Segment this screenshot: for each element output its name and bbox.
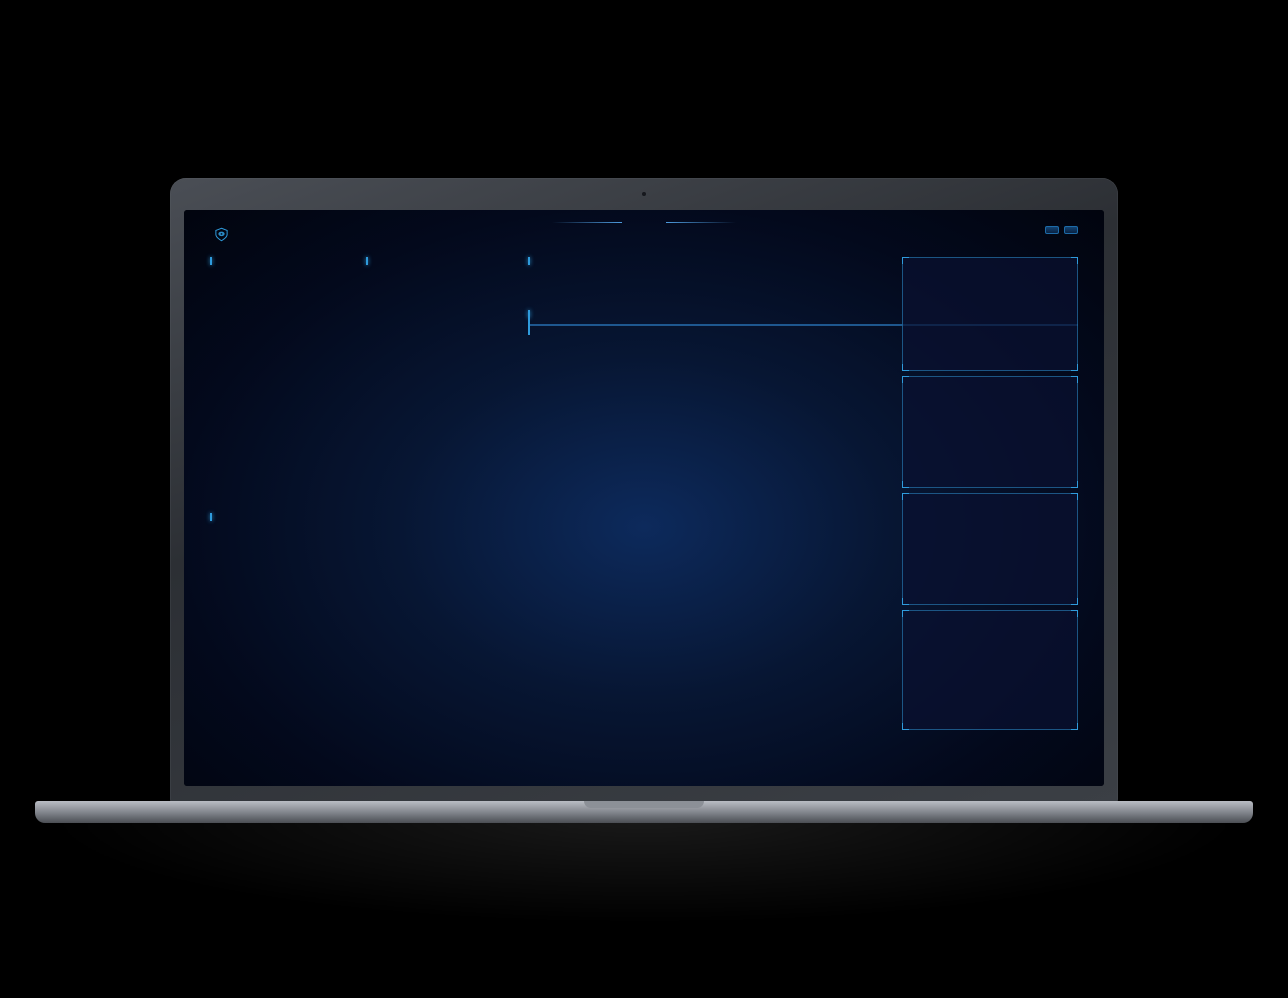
- asset-trend-title-row: [210, 513, 1078, 521]
- target-port-panel: [366, 257, 518, 507]
- log-stats-panel: [528, 257, 1078, 274]
- dashboard: [184, 210, 1104, 786]
- accent-bar: [528, 310, 530, 318]
- header-actions: [1045, 226, 1078, 234]
- accent-bar: [528, 257, 530, 265]
- accent-bar: [210, 513, 212, 521]
- log-stats-title-row: [528, 257, 1078, 265]
- threat-stats-panel: [902, 493, 1078, 605]
- enter-console-button[interactable]: [1064, 226, 1078, 234]
- laptop-lid: [170, 178, 1118, 803]
- asset-type-panel: [902, 610, 1078, 730]
- source-ip-title-row: [210, 257, 358, 265]
- accent-bar: [366, 257, 368, 265]
- source-ip-panel: [210, 257, 358, 507]
- asset-trend-panel: [210, 513, 1078, 775]
- laptop-base: [35, 801, 1253, 823]
- accent-bar: [210, 257, 212, 265]
- target-port-title-row: [366, 257, 518, 265]
- threat-stats-title: [903, 494, 1077, 500]
- attack-source-title: [903, 377, 1077, 383]
- asset-type-title: [903, 611, 1077, 617]
- laptop-base-notch: [584, 801, 704, 808]
- shield-icon: [215, 227, 228, 242]
- laptop-shadow: [40, 815, 1250, 925]
- laptop-screen: [184, 210, 1104, 786]
- alert-table-title-row: [528, 310, 1078, 318]
- threat-gauge-panel: [902, 257, 1078, 371]
- title-block: [184, 218, 1104, 224]
- brand-logo[interactable]: [214, 227, 233, 242]
- webcam: [642, 192, 646, 196]
- threat-gauge-title: [903, 258, 1077, 264]
- attack-source-panel: [902, 376, 1078, 488]
- refresh-data-button[interactable]: [1045, 226, 1059, 234]
- dashboard-header: [184, 210, 1104, 254]
